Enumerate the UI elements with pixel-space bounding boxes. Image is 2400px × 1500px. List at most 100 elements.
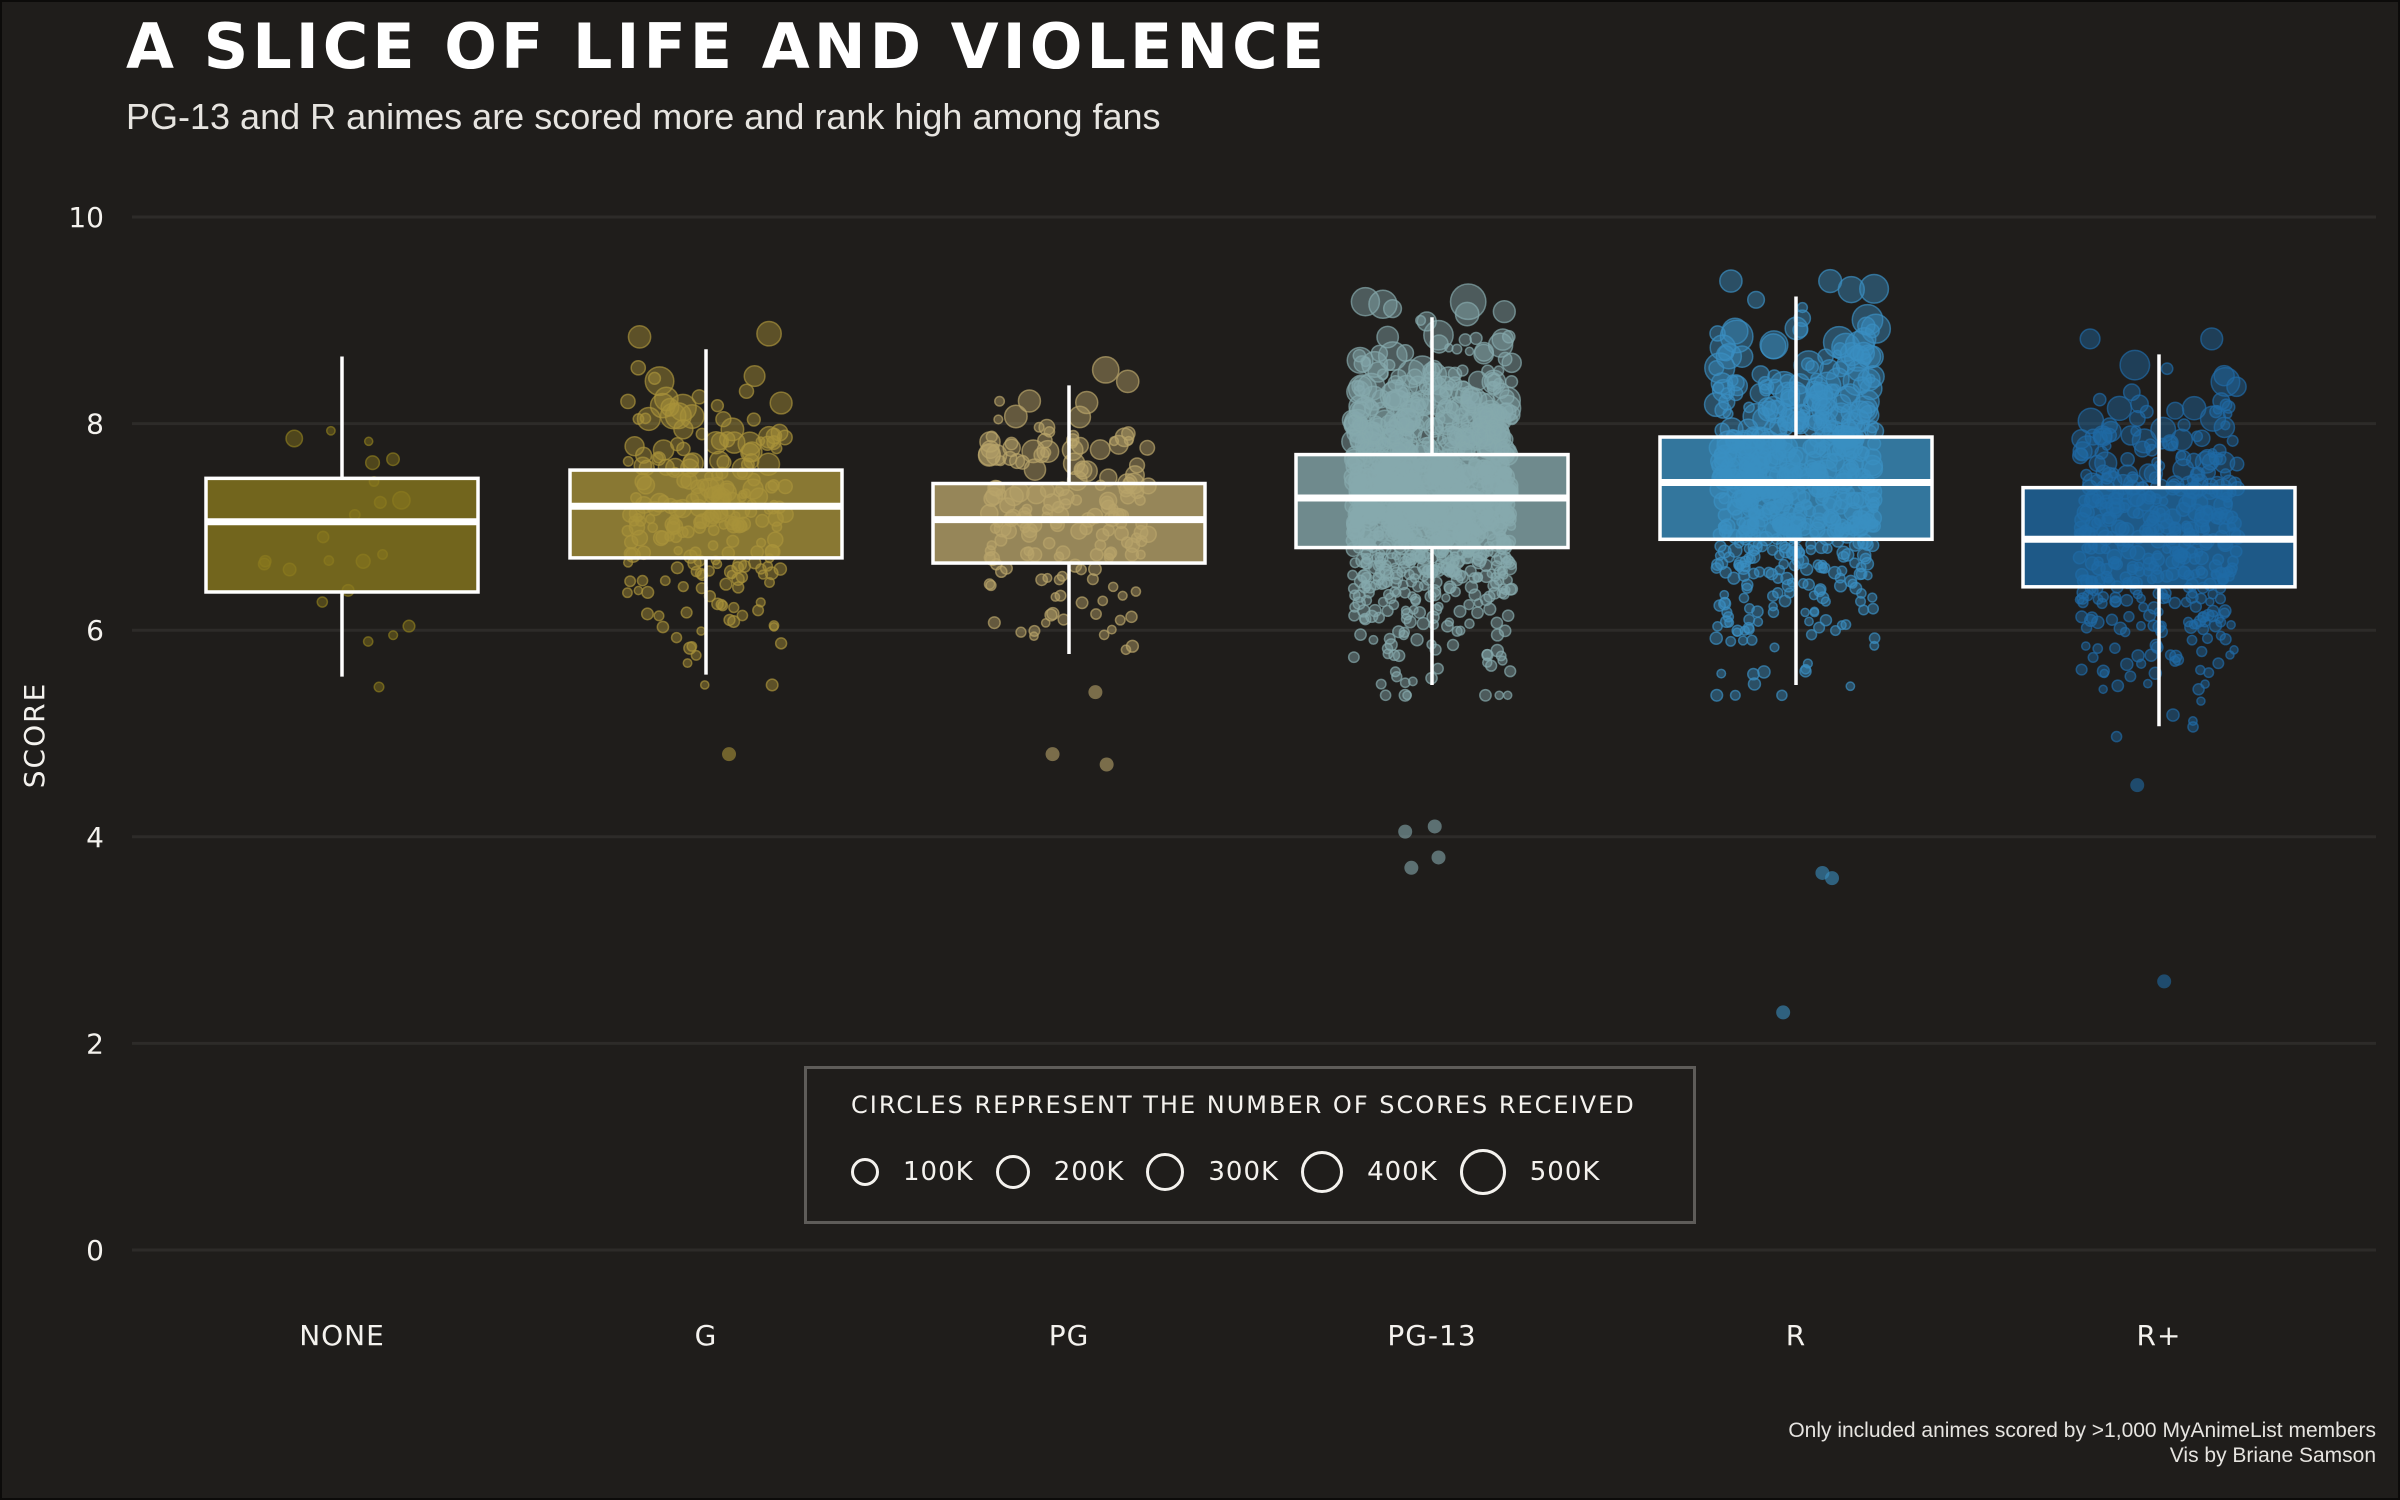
data-point xyxy=(670,631,683,644)
data-point xyxy=(1713,599,1727,612)
data-point xyxy=(1494,690,1505,701)
data-point xyxy=(769,391,793,415)
data-point xyxy=(1458,333,1472,347)
data-point xyxy=(1464,580,1479,594)
legend-label: 500K xyxy=(1529,1157,1601,1187)
data-point xyxy=(1487,332,1514,358)
data-point xyxy=(715,598,728,611)
data-point xyxy=(1481,648,1493,661)
data-point xyxy=(363,436,374,447)
data-point xyxy=(1463,599,1475,611)
y-tick-label: 0 xyxy=(86,1234,104,1267)
data-point xyxy=(1464,618,1475,630)
box-G xyxy=(568,468,844,560)
data-point xyxy=(1435,413,1446,425)
data-point xyxy=(2079,328,2101,350)
box-PG xyxy=(931,481,1207,565)
data-point xyxy=(2130,394,2149,414)
data-point xyxy=(1003,404,1028,429)
data-point xyxy=(1805,629,1818,641)
data-point xyxy=(1473,341,1495,362)
data-point xyxy=(2201,632,2214,645)
data-point xyxy=(1431,662,1444,675)
data-point xyxy=(316,596,329,608)
data-point xyxy=(985,443,1008,466)
data-point xyxy=(1115,369,1140,394)
data-point xyxy=(2215,616,2227,628)
data-point xyxy=(624,436,645,457)
data-point xyxy=(2123,610,2135,623)
data-point xyxy=(325,425,336,436)
x-tick-label: NONE xyxy=(299,1319,385,1352)
data-point xyxy=(1737,635,1749,646)
data-point xyxy=(2219,468,2232,480)
data-point xyxy=(1724,617,1735,628)
data-point xyxy=(1097,595,1109,607)
data-point xyxy=(1820,596,1831,607)
data-point xyxy=(2195,592,2207,605)
data-point xyxy=(1779,421,1794,436)
data-point xyxy=(1347,569,1359,581)
outlier-point xyxy=(1815,865,1830,880)
data-point xyxy=(1804,616,1814,627)
x-tick-label: PG-13 xyxy=(1387,1319,1476,1352)
data-point xyxy=(1449,586,1461,598)
data-point xyxy=(1383,358,1396,372)
data-point xyxy=(756,320,782,347)
data-point xyxy=(1749,382,1771,404)
outlier-point xyxy=(1404,860,1419,875)
data-point xyxy=(1360,579,1371,590)
data-point xyxy=(1056,570,1068,582)
data-point xyxy=(1388,599,1400,611)
data-point xyxy=(2203,667,2215,679)
data-point xyxy=(1740,562,1750,573)
data-point xyxy=(1843,344,1872,372)
data-point xyxy=(1372,571,1383,583)
data-point xyxy=(1359,614,1370,625)
data-point xyxy=(670,561,684,575)
data-point xyxy=(1357,604,1371,618)
data-point xyxy=(1848,400,1873,425)
x-tick-label: R+ xyxy=(2137,1319,2182,1352)
data-point xyxy=(1062,452,1086,476)
data-point xyxy=(1737,569,1751,582)
data-point xyxy=(1413,606,1427,619)
data-point xyxy=(2213,416,2236,439)
outlier-point xyxy=(1045,747,1060,762)
data-point xyxy=(627,324,652,349)
data-point xyxy=(641,585,655,599)
data-point xyxy=(1377,552,1389,564)
data-point xyxy=(2229,645,2239,655)
data-point xyxy=(2184,620,2198,634)
data-point xyxy=(1391,550,1402,561)
data-point xyxy=(1044,608,1058,622)
chart-title: A SLICE OF LIFE AND VIOLENCE xyxy=(126,10,1329,83)
data-point xyxy=(1738,592,1750,604)
data-point xyxy=(1017,389,1042,413)
data-point xyxy=(1014,454,1030,470)
box-R xyxy=(1658,435,1934,542)
data-point xyxy=(2092,593,2104,605)
outlier-point xyxy=(1427,819,1442,834)
data-point xyxy=(1381,642,1394,655)
data-point xyxy=(1455,625,1466,636)
data-point xyxy=(2197,610,2210,624)
data-point xyxy=(738,383,755,400)
data-point xyxy=(736,609,749,622)
data-point xyxy=(1796,301,1809,314)
data-point xyxy=(1776,689,1788,702)
data-point xyxy=(1107,581,1119,593)
data-point xyxy=(1429,334,1449,354)
data-point xyxy=(1089,439,1111,461)
data-point xyxy=(715,410,732,428)
outlier-point xyxy=(722,747,737,762)
outlier-point xyxy=(1398,824,1413,839)
data-point xyxy=(1800,607,1810,618)
data-point xyxy=(1834,572,1846,584)
data-point xyxy=(1382,419,1405,442)
legend-item: 200K xyxy=(995,1155,1125,1189)
data-point xyxy=(1128,457,1146,474)
data-point xyxy=(1809,606,1820,617)
data-point xyxy=(1360,557,1374,570)
legend-label: 100K xyxy=(903,1157,974,1187)
